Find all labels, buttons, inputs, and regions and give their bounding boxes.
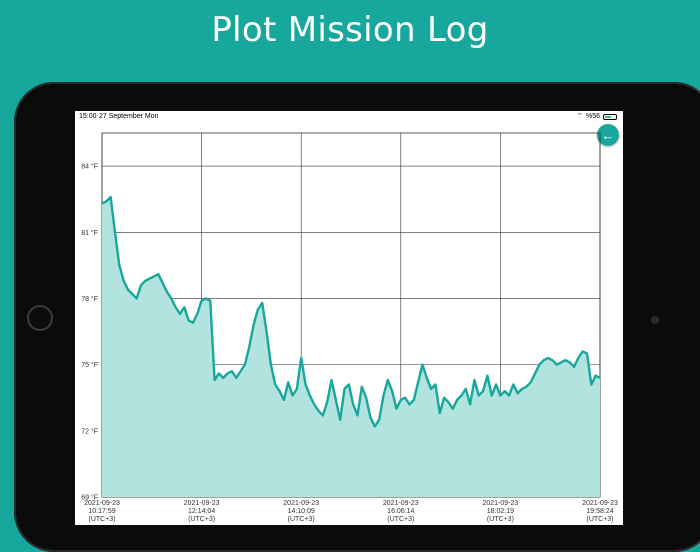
page-title: Plot Mission Log (211, 10, 489, 50)
y-tick-label: 81 °F (81, 229, 98, 237)
x-tick-text: (UTC+3) (387, 516, 414, 523)
device-screen: 15:00 27 September Mon ⌔ %56 ← 84 °F 81 °… (75, 111, 623, 525)
x-tick-text: (UTC+3) (188, 516, 215, 523)
x-tick-text: 2021-09-23 (383, 500, 419, 507)
y-axis-ticks: 84 °F 81 °F 78 °F 75 °F 72 °F 69 °F (81, 163, 98, 502)
battery-icon (603, 113, 617, 120)
back-button[interactable]: ← (597, 124, 619, 146)
x-tick-text: 18:02:19 (487, 508, 514, 515)
status-indicators: ⌔ %56 (576, 111, 617, 122)
x-tick-text: (UTC+3) (88, 516, 115, 523)
battery-fill (605, 115, 611, 118)
home-button[interactable] (27, 305, 53, 331)
status-time: 15:00 (79, 113, 97, 120)
arrow-left-icon: ← (601, 127, 615, 143)
series-area (102, 196, 600, 497)
x-tick-text: 19:58:24 (586, 508, 613, 515)
camera-icon (651, 316, 659, 324)
temperature-chart: 84 °F 81 °F 78 °F 75 °F 72 °F 69 °F 2021-09-2… (81, 132, 618, 523)
y-tick-label: 72 °F (81, 427, 98, 435)
x-tick-text: (UTC+3) (288, 516, 315, 523)
x-tick-text: 10:17:59 (88, 508, 115, 515)
y-tick-label: 84 °F (81, 163, 98, 171)
x-tick-text: 2021-09-23 (482, 500, 518, 507)
x-tick-text: 2021-09-23 (84, 500, 120, 507)
series-line (101, 195, 601, 428)
x-tick-text: 14:10:09 (288, 508, 315, 515)
x-tick-text: 16:06:14 (387, 508, 414, 515)
x-tick-text: 2021-09-23 (582, 500, 618, 507)
y-tick-label: 78 °F (81, 295, 98, 303)
status-bar: 15:00 27 September Mon ⌔ %56 (75, 111, 623, 122)
status-date: 27 September Mon (99, 113, 159, 120)
x-tick-text: 2021-09-23 (184, 500, 220, 507)
battery-percent: %56 (585, 113, 600, 120)
x-tick-text: 2021-09-23 (283, 500, 319, 507)
y-tick-label: 69 °F (81, 494, 98, 502)
x-tick-text: (UTC+3) (487, 516, 514, 523)
x-axis-ticks: 2021-09-2310:17:59(UTC+3)2021-09-2312:14… (84, 500, 618, 523)
x-tick-text: 12:14:04 (188, 508, 215, 515)
y-tick-label: 75 °F (81, 361, 98, 369)
x-tick-text: (UTC+3) (586, 516, 613, 523)
wifi-icon: ⌔ (576, 113, 583, 120)
